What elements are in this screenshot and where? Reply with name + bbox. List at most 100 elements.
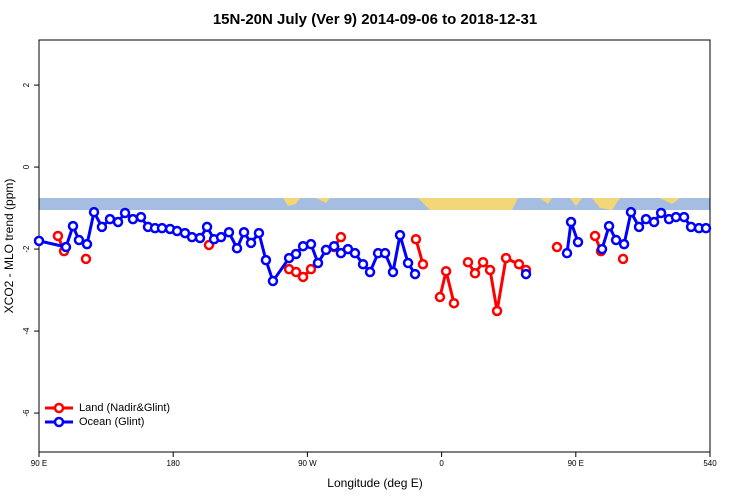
map-ocean [39, 198, 710, 210]
data-point [73, 234, 85, 246]
data-point [267, 275, 279, 287]
data-point [104, 213, 116, 225]
map-strip [39, 198, 710, 210]
data-point [156, 222, 168, 234]
legend-label: Ocean (Glint) [79, 416, 144, 428]
data-point [328, 240, 340, 252]
map-land [418, 198, 518, 210]
data-point [596, 243, 608, 255]
data-point [394, 229, 406, 241]
y-tick-label: -2 [22, 245, 31, 253]
data-point [223, 227, 235, 238]
x-tick-label: 540 [703, 459, 717, 468]
data-point [387, 266, 399, 278]
data-point [520, 268, 532, 280]
data-point [260, 254, 272, 266]
data-point [231, 243, 243, 254]
data-point [500, 252, 512, 264]
data-point [33, 235, 45, 247]
data-point [253, 227, 265, 239]
y-tick-label: 2 [22, 82, 31, 87]
data-point [245, 237, 257, 249]
data-point [186, 231, 198, 243]
data-point [469, 268, 481, 279]
map-land [660, 198, 680, 204]
data-point [434, 291, 446, 303]
data-point [617, 253, 629, 265]
data-point [462, 256, 474, 268]
data-point [135, 211, 147, 223]
data-point [440, 265, 452, 277]
data-point [238, 227, 250, 238]
data-point [80, 253, 92, 265]
map-land [592, 198, 620, 210]
data-point [320, 244, 332, 256]
data-point [633, 221, 645, 233]
data-point [305, 263, 317, 275]
data-point [648, 216, 660, 228]
data-point [127, 213, 139, 225]
plot-frame [38, 39, 711, 453]
data-point [402, 257, 414, 269]
y-tick-label: -6 [22, 409, 31, 417]
data-point [410, 233, 422, 245]
data-point [290, 266, 302, 278]
data-point [640, 213, 652, 225]
y-axis-label: XCO2 - MLO trend (ppm) [2, 179, 16, 314]
x-tick-label: 0 [439, 459, 444, 468]
legend-marker [53, 416, 65, 428]
data-point [379, 247, 391, 259]
map-land [316, 198, 330, 203]
data-point [625, 206, 637, 218]
data-point [335, 231, 347, 243]
map-land [283, 198, 300, 206]
data-point [655, 207, 667, 219]
data-point [60, 241, 72, 253]
map-land [570, 198, 582, 206]
data-point [194, 232, 206, 244]
x-tick-label: 90 W [298, 459, 317, 468]
data-point [349, 247, 361, 259]
data-point [678, 211, 690, 223]
data-point [112, 216, 124, 228]
data-point [215, 231, 227, 243]
y-tick-label: -4 [22, 327, 31, 335]
data-point [551, 241, 563, 253]
data-point [589, 230, 601, 242]
data-point [88, 206, 100, 218]
data-point [700, 222, 712, 234]
data-point [312, 257, 324, 269]
data-point [670, 211, 682, 223]
data-point [491, 305, 503, 317]
data-point [67, 220, 79, 232]
data-point [297, 271, 309, 283]
data-point [610, 234, 622, 246]
data-point [52, 230, 64, 242]
data-point [561, 247, 573, 259]
data-point [364, 266, 376, 278]
data-point [448, 297, 460, 309]
series-line [58, 236, 623, 311]
data-point [290, 248, 302, 260]
data-point [357, 258, 369, 270]
data-point [603, 220, 615, 232]
legend-marker [53, 402, 65, 414]
data-point [409, 268, 421, 280]
x-tick-label: 90 E [568, 459, 584, 468]
data-point [484, 264, 496, 276]
data-point [119, 207, 131, 219]
legend-label: Land (Nadir&Glint) [79, 402, 170, 414]
data-point [572, 236, 584, 248]
chart-title: 15N-20N July (Ver 9) 2014-09-06 to 2018-… [213, 11, 537, 28]
data-point [96, 221, 108, 233]
x-axis-label: Longitude (deg E) [327, 476, 422, 490]
x-tick-label: 90 E [31, 459, 47, 468]
data-point [477, 256, 489, 268]
x-tick-label: 180 [167, 459, 181, 468]
data-point [513, 258, 525, 270]
data-point [81, 238, 93, 250]
data-point [201, 221, 213, 233]
data-point [417, 258, 429, 270]
